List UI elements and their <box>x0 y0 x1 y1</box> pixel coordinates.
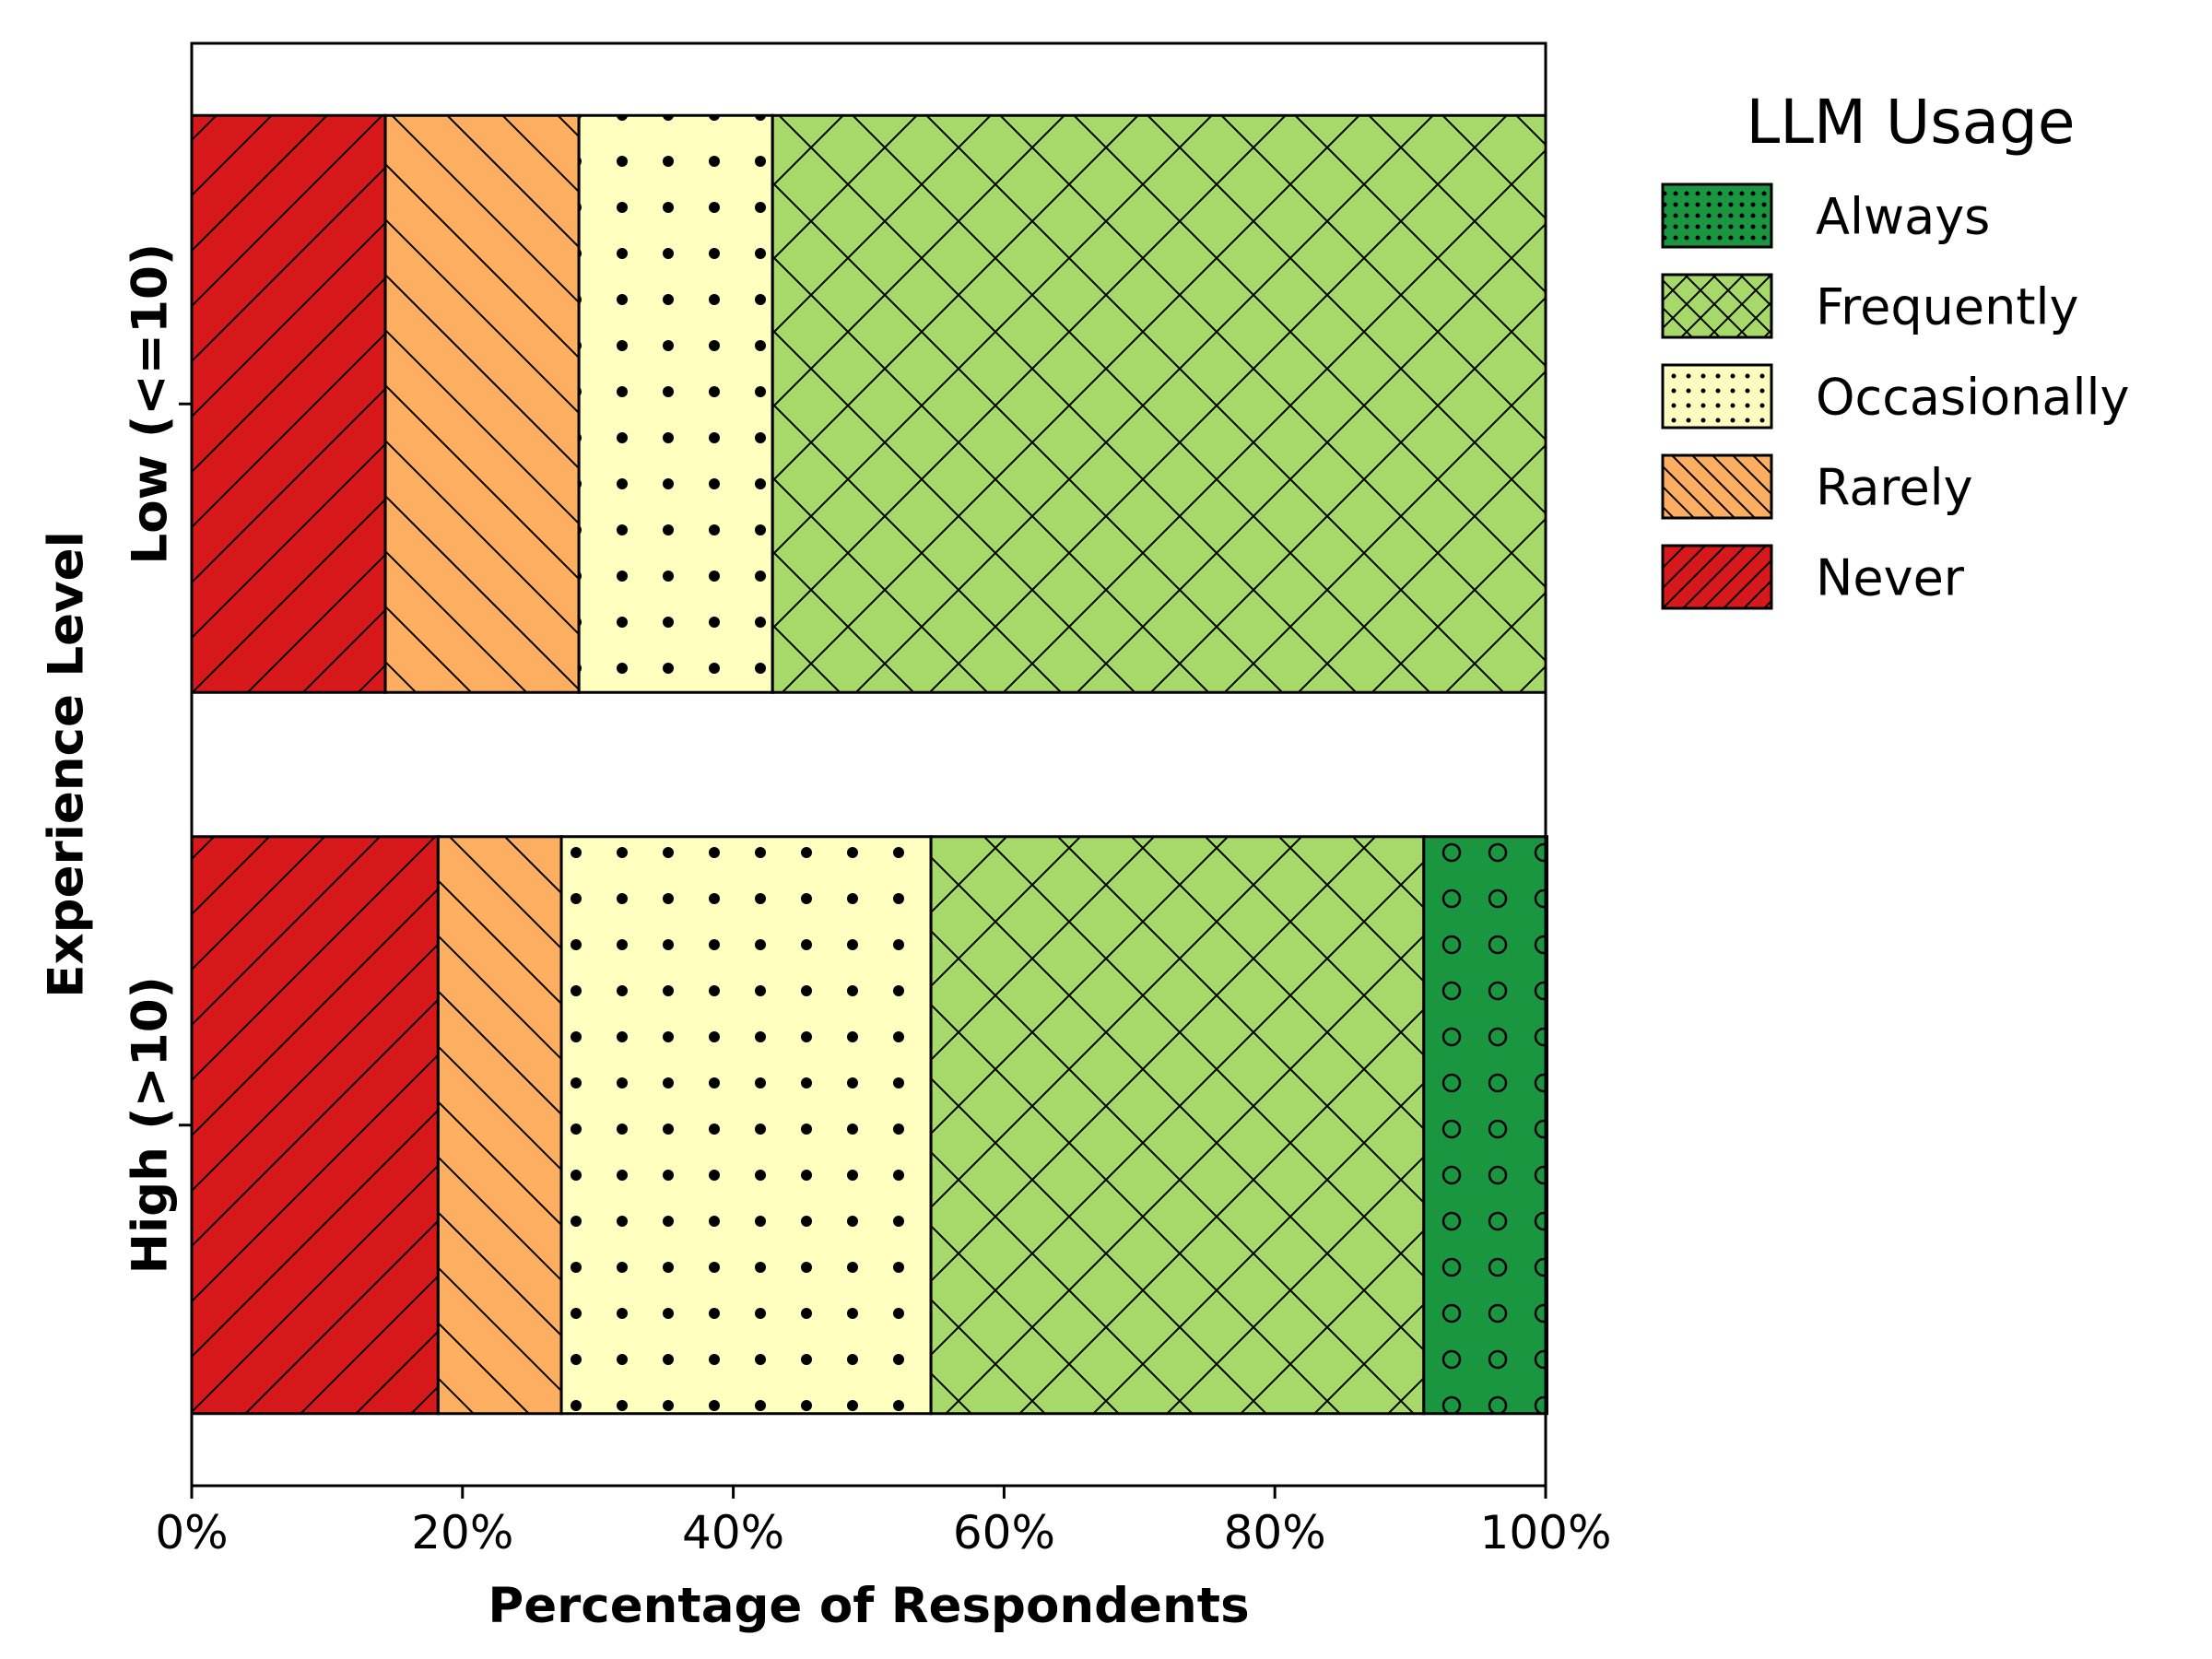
legend-swatch-never <box>1661 544 1773 610</box>
bar-frequently-high <box>929 835 1426 1416</box>
legend-title: LLM Usage <box>1746 87 2075 158</box>
legend-label-occasionally: Occasionally <box>1816 369 2129 427</box>
x-tick-label: 0% <box>155 1506 228 1559</box>
x-tick-label: 80% <box>1224 1506 1326 1559</box>
x-axis-title: Percentage of Respondents <box>488 1578 1249 1634</box>
bar-frequently-low <box>771 113 1547 694</box>
bar-never-low <box>190 113 387 694</box>
bar-occasionally-low <box>577 113 774 694</box>
bar-rarely-low <box>383 113 581 694</box>
x-tick-label: 60% <box>953 1506 1055 1559</box>
legend-label-rarely: Rarely <box>1816 459 1973 517</box>
bar-always-high <box>1422 835 1548 1416</box>
y-category-label: High (>10) <box>123 976 179 1274</box>
bar-never-high <box>190 835 440 1416</box>
bar-rarely-high <box>436 835 563 1416</box>
x-tick-label: 40% <box>682 1506 784 1559</box>
x-tick-label: 100% <box>1480 1506 1612 1559</box>
legend-label-frequently: Frequently <box>1816 278 2078 336</box>
y-axis-title: Experience Level <box>39 531 95 997</box>
legend-swatch-occasionally <box>1661 363 1773 429</box>
legend: LLM Usage Always Frequently Occasionally Ra… <box>1661 87 2129 610</box>
legend-swatch-always <box>1661 182 1773 249</box>
plot-area-frame <box>190 41 1547 1488</box>
legend-swatch-rarely <box>1661 453 1773 520</box>
legend-swatch-frequently <box>1661 273 1773 339</box>
bar-occasionally-high <box>559 835 933 1416</box>
x-tick-label: 20% <box>411 1506 513 1559</box>
legend-label-never: Never <box>1816 549 1965 607</box>
y-category-label: Low (<=10) <box>123 243 179 565</box>
legend-label-always: Always <box>1816 188 1990 246</box>
